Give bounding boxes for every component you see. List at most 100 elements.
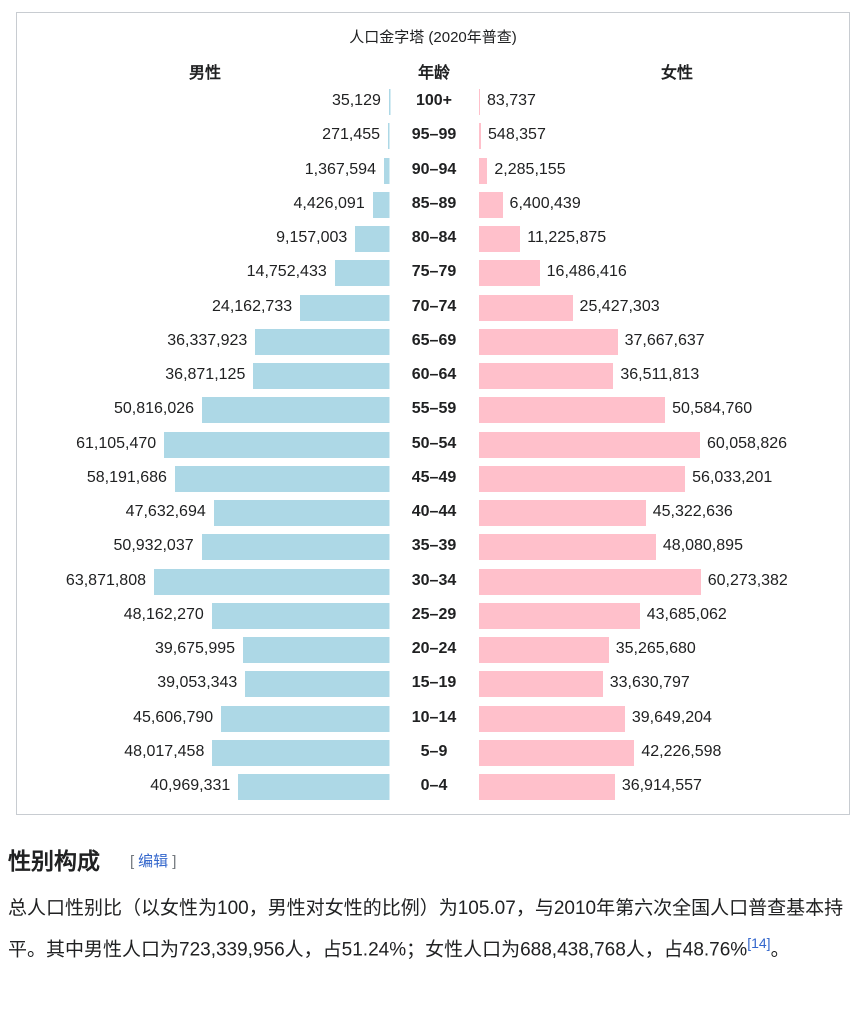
section-paragraph: 总人口性别比（以女性为100，男性对女性的比例）为105.07，与2010年第六…	[8, 892, 858, 967]
female-bar	[479, 260, 540, 287]
female-value-label: 56,033,201	[692, 468, 773, 486]
female-value-label: 60,273,382	[707, 571, 788, 589]
female-bar	[479, 602, 640, 629]
male-bar	[211, 602, 390, 629]
female-bar	[479, 294, 573, 321]
male-bar	[388, 123, 390, 150]
female-bar	[479, 465, 686, 492]
male-value-label: 48,017,458	[124, 742, 205, 760]
female-value-label: 2,285,155	[494, 160, 566, 178]
female-value-label: 16,486,416	[546, 263, 627, 281]
male-value-label: 45,606,790	[133, 708, 214, 726]
male-bar	[164, 431, 390, 458]
pyramid-row: 61,105,470 50–54 60,058,826	[17, 431, 849, 458]
female-bar	[479, 123, 482, 150]
population-pyramid-table: 人口金字塔 (2020年普查) 男性 年龄 女性 35,129 100+ 83,73…	[16, 12, 850, 815]
female-bar	[479, 774, 615, 800]
age-label: 10–14	[411, 708, 457, 726]
age-label: 90–94	[411, 160, 457, 178]
reference-link[interactable]: [14]	[747, 935, 771, 951]
male-header: 男性	[188, 65, 221, 82]
male-bar	[221, 705, 390, 732]
male-value-label: 35,129	[331, 92, 381, 109]
pyramid-row: 35,129 100+ 83,737	[17, 89, 849, 115]
age-label: 5–9	[420, 742, 448, 760]
male-bar	[245, 671, 390, 698]
female-bar	[479, 671, 603, 698]
male-bar	[154, 568, 390, 595]
pyramid-row: 1,367,594 90–94 2,285,155	[17, 157, 849, 184]
age-label: 55–59	[411, 400, 457, 418]
male-bar	[201, 534, 390, 561]
age-label: 25–29	[411, 605, 457, 623]
male-bar	[255, 328, 390, 355]
age-label: 20–24	[411, 640, 457, 657]
male-value-label: 1,367,594	[304, 160, 376, 178]
female-value-label: 37,667,637	[624, 331, 705, 349]
edit-link[interactable]: 编辑	[138, 853, 169, 870]
female-value-label: 39,649,204	[631, 708, 712, 726]
female-bar	[479, 191, 503, 218]
age-label: 30–34	[411, 571, 457, 589]
bracket-close: ]	[172, 853, 177, 870]
male-value-label: 4,426,091	[293, 194, 365, 212]
pyramid-row: 14,752,433 75–79 16,486,416	[17, 260, 849, 287]
female-value-label: 36,914,557	[621, 777, 702, 794]
pyramid-row: 9,157,003 80–84 11,225,875	[17, 226, 849, 252]
age-label: 65–69	[411, 331, 457, 349]
female-bar	[479, 89, 480, 115]
female-bar	[479, 739, 635, 766]
male-value-label: 36,871,125	[165, 366, 246, 383]
female-value-label: 33,630,797	[609, 674, 690, 692]
female-value-label: 25,427,303	[579, 297, 660, 315]
female-bar	[479, 431, 700, 458]
age-label: 85–89	[411, 194, 457, 212]
female-value-label: 36,511,813	[620, 366, 700, 383]
paragraph-text: 总人口性别比（以女性为100，男性对女性的比例）为105.07，与2010年第六…	[8, 898, 844, 961]
female-value-label: 45,322,636	[652, 503, 733, 520]
female-value-label: 83,737	[487, 92, 536, 109]
male-bar	[238, 774, 390, 800]
pyramid-row: 39,053,343 15–19 33,630,797	[17, 671, 849, 698]
male-bar	[388, 89, 391, 115]
male-value-label: 36,337,923	[167, 331, 248, 349]
age-label: 100+	[415, 92, 453, 109]
female-value-label: 42,226,598	[641, 742, 722, 760]
male-value-label: 48,162,270	[123, 605, 204, 623]
pyramid-row: 271,455 95–99 548,357	[17, 123, 849, 150]
male-value-label: 39,053,343	[157, 674, 238, 692]
female-value-label: 6,400,439	[509, 194, 581, 212]
age-label: 80–84	[411, 229, 457, 246]
age-label: 40–44	[411, 503, 457, 520]
male-bar	[174, 465, 390, 492]
age-label: 45–49	[411, 468, 457, 486]
male-value-label: 271,455	[322, 126, 381, 144]
male-value-label: 24,162,733	[212, 297, 293, 315]
female-bar	[479, 397, 666, 424]
male-bar	[243, 637, 390, 663]
pyramid-row: 45,606,790 10–14 39,649,204	[17, 705, 849, 732]
male-value-label: 39,675,995	[154, 640, 236, 657]
female-bar	[479, 157, 488, 184]
age-label: 0–4	[420, 777, 448, 794]
male-bar	[300, 294, 390, 321]
male-value-label: 50,816,026	[113, 400, 195, 418]
pyramid-row: 24,162,733 70–74 25,427,303	[17, 294, 849, 321]
male-value-label: 61,105,470	[76, 434, 157, 452]
age-label: 75–79	[411, 263, 457, 281]
pyramid-row: 50,932,037 35–39 48,080,895	[17, 534, 849, 561]
section-heading: 性别构成	[8, 848, 100, 874]
male-value-label: 9,157,003	[276, 229, 348, 246]
age-label: 50–54	[411, 434, 457, 452]
male-value-label: 58,191,686	[86, 468, 167, 486]
female-value-label: 50,584,760	[672, 400, 753, 418]
age-label: 70–74	[411, 297, 457, 315]
female-value-label: 60,058,826	[706, 434, 788, 452]
female-value-label: 548,357	[488, 126, 546, 144]
male-value-label: 50,932,037	[113, 537, 194, 555]
female-bar	[479, 534, 656, 561]
male-bar	[212, 739, 390, 766]
pyramid-row: 39,675,995 20–24 35,265,680	[17, 637, 849, 663]
male-bar	[213, 500, 390, 526]
chart-title: 人口金字塔 (2020年普查)	[349, 29, 517, 46]
